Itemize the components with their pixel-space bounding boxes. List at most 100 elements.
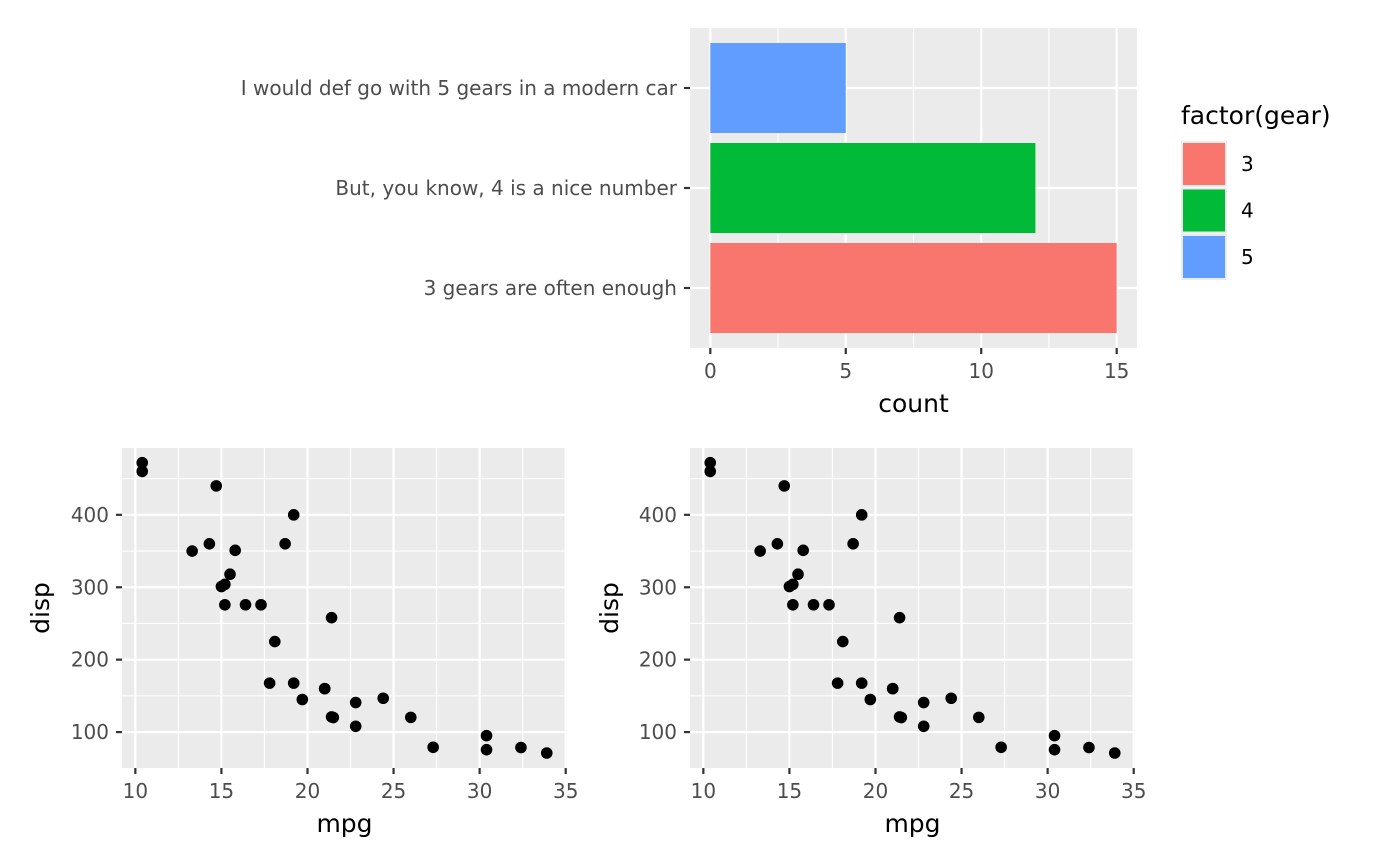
scatter-left-y-axis-title: disp bbox=[26, 582, 55, 634]
legend-label-5: 5 bbox=[1241, 245, 1254, 269]
s2-point bbox=[1083, 741, 1095, 754]
s2-point bbox=[807, 598, 820, 611]
legend-swatch-5 bbox=[1183, 236, 1225, 278]
s2-y-tick-label: 100 bbox=[639, 720, 677, 744]
s2-point bbox=[855, 677, 868, 689]
s2-point bbox=[704, 456, 717, 469]
s1-point bbox=[515, 741, 527, 754]
s2-point bbox=[831, 677, 844, 689]
s2-x-tick-label: 30 bbox=[1035, 779, 1060, 803]
scatter-left-x-axis-title: mpg bbox=[316, 809, 372, 838]
s2-y-tick-label: 300 bbox=[639, 575, 677, 599]
scatter-left-panel-background bbox=[122, 448, 567, 768]
s1-point bbox=[210, 480, 223, 492]
s1-point bbox=[229, 544, 241, 557]
s1-point bbox=[224, 568, 236, 581]
s2-point bbox=[1048, 743, 1061, 756]
s2-point bbox=[792, 568, 804, 581]
legend-swatch-3 bbox=[1183, 143, 1225, 185]
s2-point bbox=[1108, 747, 1121, 759]
s1-y-tick-label: 300 bbox=[71, 575, 109, 599]
bar-x-axis: 0 5 10 15 bbox=[704, 348, 1129, 383]
s1-point bbox=[255, 598, 267, 611]
scatter-left-y-axis: 100 200 300 400 bbox=[71, 503, 122, 744]
legend-label-3: 3 bbox=[1241, 152, 1254, 176]
s1-point bbox=[136, 465, 149, 478]
s2-point bbox=[995, 741, 1007, 754]
s1-point bbox=[279, 538, 291, 550]
s2-point bbox=[864, 693, 877, 706]
scatter-right-gridlines bbox=[690, 448, 1135, 768]
s2-x-tick-label: 20 bbox=[863, 779, 888, 803]
s1-point bbox=[215, 580, 228, 593]
s2-point bbox=[917, 696, 930, 709]
legend-title: factor(gear) bbox=[1181, 101, 1331, 130]
s2-x-tick-label: 15 bbox=[777, 779, 802, 803]
s1-y-tick-label: 400 bbox=[71, 503, 109, 527]
s1-x-tick-label: 10 bbox=[123, 779, 148, 803]
s1-x-tick-label: 20 bbox=[295, 779, 320, 803]
s1-point bbox=[318, 682, 331, 695]
scatter-left-points bbox=[136, 456, 553, 759]
s1-point bbox=[349, 696, 362, 709]
s1-point bbox=[427, 741, 439, 754]
s1-point bbox=[287, 677, 300, 689]
s2-point bbox=[771, 538, 784, 550]
bar-x-tick-label: 15 bbox=[1104, 359, 1129, 383]
s2-x-tick-label: 25 bbox=[949, 779, 974, 803]
s2-point bbox=[945, 692, 958, 705]
s2-point bbox=[704, 465, 717, 478]
s2-point bbox=[886, 682, 899, 695]
s1-point bbox=[480, 729, 493, 742]
bar-series bbox=[710, 43, 1117, 333]
s2-point bbox=[1048, 729, 1061, 742]
bar-x-axis-title: count bbox=[878, 389, 949, 418]
s1-point bbox=[219, 598, 231, 611]
bar-5-gears bbox=[710, 43, 846, 133]
s1-point bbox=[287, 509, 300, 521]
scatter-right-x-axis: 10 15 20 25 30 35 bbox=[691, 768, 1146, 803]
bar-4-gears bbox=[710, 143, 1036, 233]
s2-point bbox=[917, 720, 930, 733]
s1-point bbox=[377, 692, 390, 705]
s1-x-tick-label: 35 bbox=[553, 779, 578, 803]
bar-chart: 3 gears are often enough But, you know, 4… bbox=[241, 28, 1137, 418]
s1-y-tick-label: 200 bbox=[71, 648, 109, 672]
s2-point bbox=[972, 711, 985, 724]
s1-point bbox=[404, 711, 417, 724]
s2-point bbox=[787, 598, 799, 611]
s1-x-tick-label: 25 bbox=[381, 779, 406, 803]
legend-swatch-4 bbox=[1183, 189, 1225, 232]
bar-y-tick-label: I would def go with 5 gears in a modern … bbox=[241, 76, 678, 100]
s2-point bbox=[836, 635, 849, 648]
bar-y-tick-label: 3 gears are often enough bbox=[424, 276, 677, 300]
bar-y-tick-label: But, you know, 4 is a nice number bbox=[335, 176, 677, 200]
s1-x-tick-label: 15 bbox=[209, 779, 234, 803]
s2-point bbox=[778, 480, 791, 492]
s1-point bbox=[203, 538, 216, 550]
bar-x-tick-label: 5 bbox=[839, 359, 852, 383]
s2-point bbox=[893, 611, 906, 624]
s2-y-tick-label: 400 bbox=[639, 503, 677, 527]
bar-3-gears bbox=[710, 243, 1117, 333]
s1-point bbox=[239, 598, 252, 611]
s1-point bbox=[296, 693, 309, 706]
scatter-plot-right: 100 200 300 400 10 15 20 25 30 35 mpg disp bbox=[595, 448, 1146, 838]
scatter-right-points bbox=[704, 456, 1121, 759]
s2-point bbox=[823, 598, 835, 611]
s1-point bbox=[349, 720, 362, 733]
s2-point bbox=[855, 509, 868, 521]
s1-point bbox=[263, 677, 276, 689]
s2-point bbox=[893, 711, 906, 723]
bar-x-tick-label: 10 bbox=[969, 359, 994, 383]
s2-x-tick-label: 35 bbox=[1121, 779, 1146, 803]
s1-point bbox=[136, 456, 149, 469]
legend-keys: 3 4 5 bbox=[1181, 141, 1254, 280]
s1-point bbox=[268, 635, 281, 648]
s1-point bbox=[186, 545, 198, 557]
scatter-right-panel-background bbox=[690, 448, 1135, 768]
s1-y-tick-label: 100 bbox=[71, 720, 109, 744]
s1-x-tick-label: 30 bbox=[467, 779, 492, 803]
s2-point bbox=[847, 538, 859, 550]
